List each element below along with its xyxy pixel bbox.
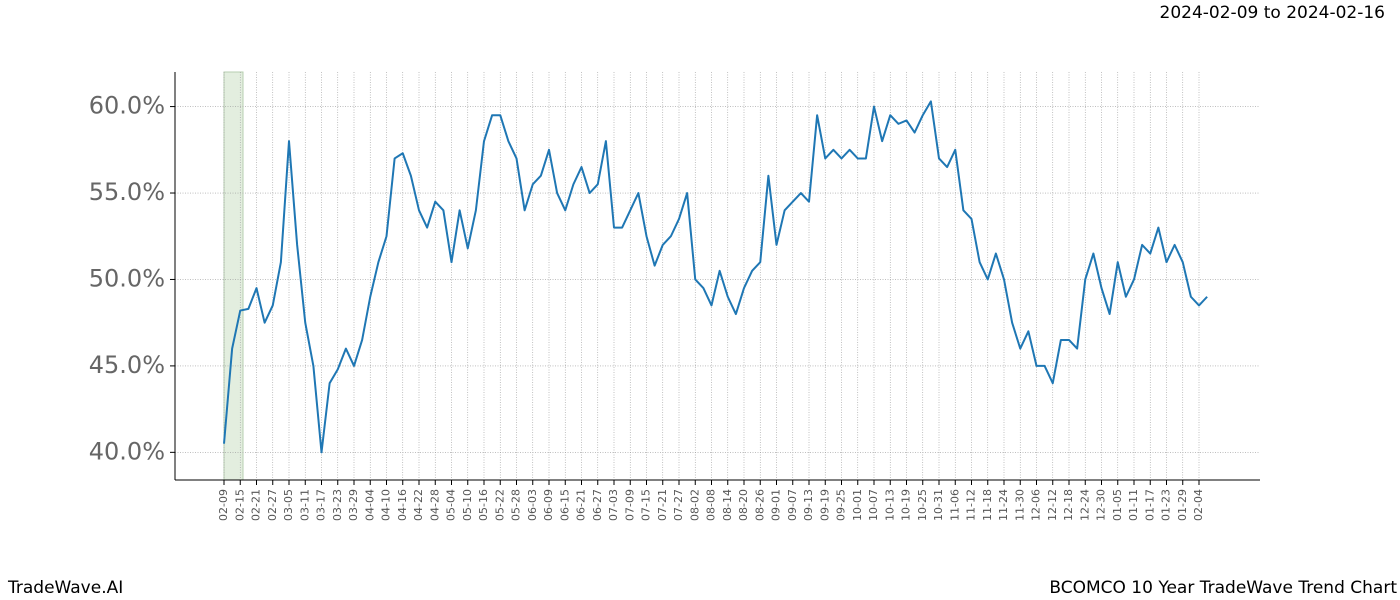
x-tick-label: 03-05 — [282, 489, 295, 521]
x-tick-label: 10-25 — [916, 489, 929, 521]
x-tick-label: 03-17 — [315, 489, 328, 521]
y-tick-label: 50.0% — [89, 264, 165, 292]
x-tick-label: 06-15 — [558, 489, 571, 521]
x-tick-label: 07-09 — [623, 489, 636, 521]
chart-caption: BCOMCO 10 Year TradeWave Trend Chart — [1049, 578, 1397, 598]
brand: TradeWave.AI — [7, 578, 123, 598]
x-tick-label: 11-24 — [997, 489, 1010, 521]
x-tick-label: 07-21 — [656, 489, 669, 521]
x-tick-label: 02-21 — [250, 489, 263, 521]
y-tick-label: 60.0% — [89, 92, 165, 120]
trend-line — [223, 100, 1208, 454]
x-tick-label: 09-25 — [835, 489, 848, 521]
x-tick-label: 11-06 — [948, 489, 961, 521]
x-tick-label: 04-28 — [428, 489, 441, 521]
x-tick-label: 10-31 — [932, 489, 945, 521]
x-tick-label: 11-18 — [981, 489, 994, 521]
x-tick-label: 09-13 — [802, 489, 815, 521]
x-tick-label: 04-22 — [412, 489, 425, 521]
x-tick-label: 05-16 — [477, 489, 490, 521]
x-tick-label: 06-27 — [591, 489, 604, 521]
x-tick-label: 05-22 — [493, 489, 506, 521]
x-tick-label: 03-11 — [298, 489, 311, 521]
x-tick-label: 07-15 — [640, 489, 653, 521]
x-tick-label: 11-30 — [1013, 489, 1026, 521]
x-tick-label: 01-23 — [1160, 489, 1173, 521]
x-tick-label: 09-07 — [786, 489, 799, 521]
x-tick-label: 05-10 — [461, 489, 474, 521]
x-tick-label: 09-01 — [770, 489, 783, 521]
x-tick-label: 08-26 — [753, 489, 766, 521]
x-tick-label: 02-15 — [233, 489, 246, 521]
x-tick-label: 08-14 — [721, 489, 734, 521]
x-tick-label: 10-19 — [900, 489, 913, 521]
x-tick-label: 02-09 — [217, 489, 230, 521]
x-tick-label: 01-05 — [1111, 489, 1124, 521]
x-tick-label: 12-30 — [1095, 489, 1108, 521]
x-tick-label: 02-27 — [266, 489, 279, 521]
x-tick-label: 06-03 — [526, 489, 539, 521]
x-tick-label: 01-17 — [1143, 489, 1156, 521]
x-tick-label: 04-04 — [363, 489, 376, 521]
x-tick-label: 01-29 — [1176, 489, 1189, 521]
x-tick-label: 10-13 — [883, 489, 896, 521]
x-tick-label: 09-19 — [818, 489, 831, 521]
x-tick-label: 08-08 — [705, 489, 718, 521]
y-tick-label: 45.0% — [89, 351, 165, 379]
y-tick-label: 55.0% — [89, 178, 165, 206]
x-tick-label: 03-23 — [331, 489, 344, 521]
x-tick-label: 02-04 — [1192, 489, 1205, 521]
x-tick-label: 05-28 — [510, 489, 523, 521]
x-tick-label: 06-21 — [575, 489, 588, 521]
x-tick-label: 08-20 — [737, 489, 750, 521]
x-tick-label: 03-29 — [347, 489, 360, 521]
x-tick-label: 10-07 — [867, 489, 880, 521]
x-tick-label: 07-27 — [672, 489, 685, 521]
x-tick-label: 04-10 — [380, 489, 393, 521]
x-tick-label: 10-01 — [851, 489, 864, 521]
x-tick-label: 08-02 — [688, 489, 701, 521]
x-tick-label: 12-12 — [1046, 489, 1059, 521]
x-tick-label: 12-06 — [1030, 489, 1043, 521]
x-tick-label: 04-16 — [396, 489, 409, 521]
x-tick-label: 06-09 — [542, 489, 555, 521]
x-tick-label: 12-18 — [1062, 489, 1075, 521]
x-tick-label: 01-11 — [1127, 489, 1140, 521]
x-tick-label: 07-03 — [607, 489, 620, 521]
x-tick-label: 05-04 — [445, 489, 458, 521]
y-tick-label: 40.0% — [89, 437, 165, 465]
date-range: 2024-02-09 to 2024-02-16 — [1160, 3, 1385, 23]
x-tick-label: 11-12 — [965, 489, 978, 521]
x-tick-label: 12-24 — [1078, 489, 1091, 521]
